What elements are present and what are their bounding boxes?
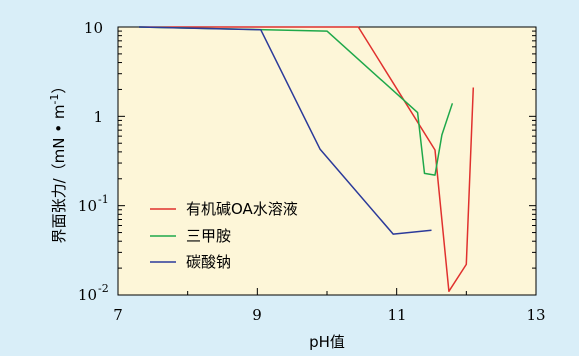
series-line-0 — [138, 26, 475, 293]
y-tick-base: 10 — [78, 197, 97, 215]
tick-layer — [117, 26, 537, 296]
legend-label-oa: 有机碱OA水溶液 — [186, 200, 298, 218]
y-tick-exp-0.1: -1 — [98, 193, 109, 206]
y-axis-title-dot: • — [50, 119, 68, 137]
y-axis-title-main: 界面张力/（mN — [50, 138, 68, 244]
y-axis-title-close: ） — [50, 79, 68, 94]
y-tick-label-10: 10 — [84, 19, 103, 37]
series-layer — [138, 26, 475, 293]
x-axis-title: pH值 — [309, 333, 345, 351]
x-tick-label-11: 11 — [387, 306, 406, 324]
y-tick-exp-0.01: -2 — [98, 282, 109, 295]
y-axis-title-exp: -1 — [48, 94, 61, 105]
series-line-1 — [138, 26, 454, 176]
y-tick-label-0.01: 10 — [78, 286, 97, 304]
x-tick-label-13: 13 — [526, 306, 545, 324]
y-tick-base: 1 — [93, 108, 103, 126]
y-axis-title-unit: m — [50, 105, 68, 120]
x-tick-label-9: 9 — [252, 306, 262, 324]
plot-area — [117, 26, 537, 296]
x-tick-label-7: 7 — [113, 306, 123, 324]
legend-label-trimethylamine: 三甲胺 — [186, 227, 231, 245]
y-tick-label-1: 1 — [93, 108, 103, 126]
series-line-2 — [138, 26, 432, 235]
legend: 有机碱OA水溶液 三甲胺 碳酸钠 — [150, 200, 298, 271]
y-tick-base: 10 — [78, 286, 97, 304]
legend-label-sodium-carbonate: 碳酸钠 — [186, 253, 231, 271]
y-tick-base: 10 — [84, 19, 103, 37]
y-axis-title: 界面张力/（mN • m-1） — [48, 79, 68, 244]
y-tick-label-0.1: 10 — [78, 197, 97, 215]
